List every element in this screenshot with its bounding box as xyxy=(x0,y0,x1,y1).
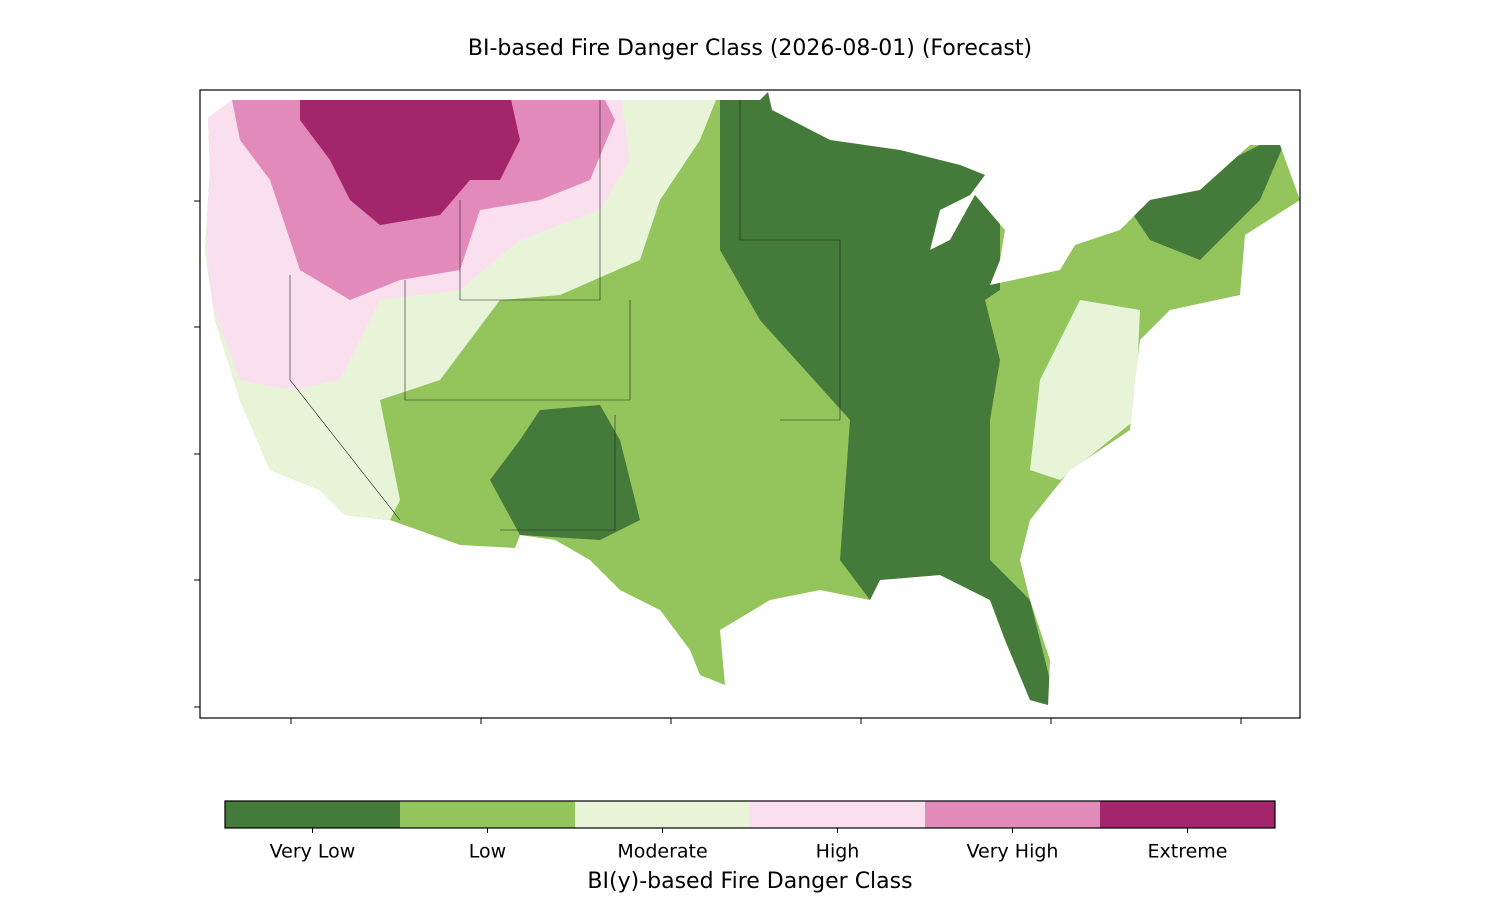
colorbar-frame xyxy=(224,800,1276,829)
state-border xyxy=(459,100,601,301)
fire-danger-map xyxy=(205,92,1300,705)
region-very-low xyxy=(720,92,1060,705)
colorbar-tick-label: Extreme xyxy=(1148,841,1228,863)
colorbar-segment xyxy=(400,801,575,828)
region-very-low xyxy=(490,405,640,540)
colorbar-tick-label: Very High xyxy=(967,841,1059,863)
state-border xyxy=(500,415,616,531)
colorbar-label: BI(y)-based Fire Danger Class xyxy=(587,869,912,894)
state-border xyxy=(289,275,401,521)
axis-ticks xyxy=(194,200,1242,724)
colorbar-segment xyxy=(225,801,400,828)
colorbar-segment xyxy=(925,801,1100,828)
colorbar-tick-label: Low xyxy=(469,841,506,863)
colorbar-segment xyxy=(750,801,925,828)
colorbar-segment xyxy=(1100,801,1275,828)
region-very-low xyxy=(1130,130,1290,260)
colorbar-tick-label: Moderate xyxy=(617,841,707,863)
region-extreme xyxy=(300,95,520,225)
colorbar: Very Low Low Moderate High Very High Extreme xyxy=(224,800,1276,863)
map-frame xyxy=(199,89,1301,719)
colorbar-tick-label: High xyxy=(816,841,860,863)
colorbar-segment xyxy=(575,801,750,828)
region-moderate xyxy=(1030,300,1140,480)
state-border xyxy=(739,100,841,421)
map-title: BI-based Fire Danger Class (2026-08-01) … xyxy=(468,36,1032,61)
state-border xyxy=(404,280,631,401)
colorbar-tick-label: Very Low xyxy=(270,841,356,863)
